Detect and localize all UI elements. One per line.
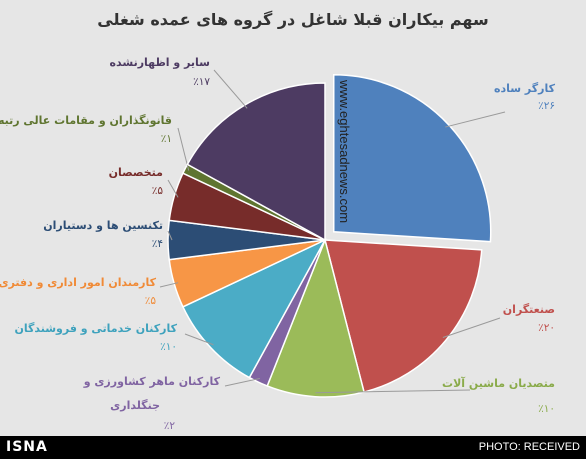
slice-label: سایر و اظهارنشده — [110, 56, 210, 69]
leader-line — [445, 111, 506, 128]
slice-label: کارمندان امور اداری و دفتری — [0, 276, 157, 289]
slice-value-label: ٪۲۶ — [538, 100, 555, 112]
watermark: www.eghtesadnews.com — [337, 80, 352, 224]
slice-label: کارکنان ماهر کشاورزی و — [83, 375, 221, 388]
agency-logo: ISNA — [6, 439, 48, 455]
slice-label: متخصصان — [109, 166, 163, 179]
pie-slice — [332, 74, 492, 243]
leader-line — [167, 179, 179, 198]
leader-line — [167, 230, 173, 241]
slice-label: کارگر ساده — [494, 82, 556, 95]
photo-credit: PHOTO: RECEIVED — [478, 441, 580, 453]
pie-slice — [324, 239, 483, 393]
slice-value-label: ٪۲ — [164, 420, 176, 432]
slice-label: تکنسین ها و دستیاران — [43, 219, 163, 232]
leader-line — [184, 333, 214, 346]
slice-label-line2: جنگلداری — [110, 399, 160, 412]
leader-line — [159, 282, 179, 288]
chart-title: سهم بیکاران قبلا شاغل در گروه های عمده ش… — [97, 10, 489, 29]
leader-line — [213, 69, 248, 109]
slice-label: متصدیان ماشین آلات — [442, 376, 555, 390]
slice-value-label: ٪۱ — [161, 133, 172, 145]
footer-bar: ISNA PHOTO: RECEIVED — [0, 436, 586, 459]
slice-value-label: ٪۱۰ — [538, 403, 555, 415]
pie-slice — [181, 238, 327, 379]
slice-label: قانونگذاران و مقامات عالی رتبه — [0, 114, 172, 127]
leader-line — [315, 389, 471, 394]
slice-value-label: ٪۵ — [145, 295, 157, 307]
slice-value-label: ٪۵ — [152, 185, 164, 197]
slice-value-label: ٪۴ — [152, 238, 163, 250]
leader-line — [177, 127, 190, 171]
slice-label: صنعتگران — [503, 303, 555, 316]
leader-line — [442, 317, 501, 338]
pie-slice — [266, 237, 365, 398]
slice-value-label: ٪۱۰ — [160, 341, 177, 353]
pie-chart: کارگر ساده ٪۲۶ صنعتگران ٪۲۰ متصدیان ماشین آل… — [0, 56, 556, 432]
slice-label: کارکنان خدماتی و فروشندگان — [14, 322, 177, 335]
leader-line — [224, 377, 260, 387]
slice-value-label: ٪۲۰ — [538, 322, 555, 334]
pie-slice — [186, 82, 326, 242]
slice-value-label: ٪۱۷ — [193, 76, 210, 88]
